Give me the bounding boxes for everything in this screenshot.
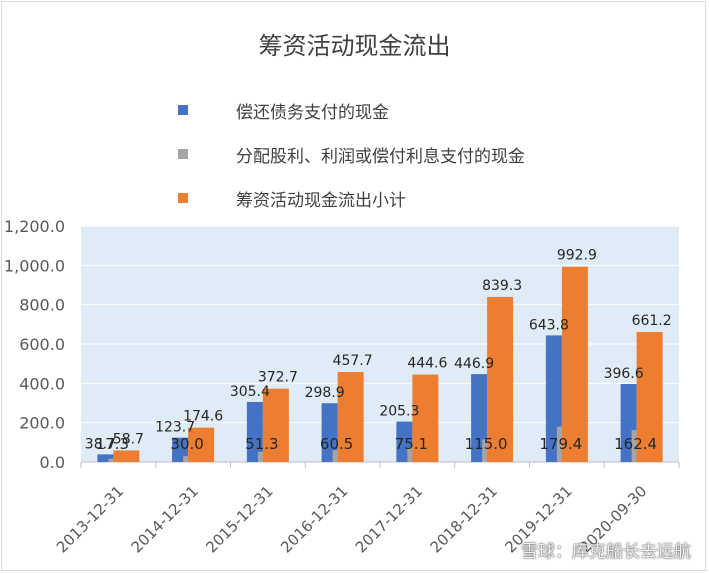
legend-swatch-subtotal xyxy=(178,193,188,203)
bar-dividend-interest xyxy=(407,447,414,462)
data-label-dividend: 51.3 xyxy=(245,435,278,453)
bar-debt-repayment xyxy=(321,403,338,462)
legend-item-dividend: 分配股利、利润或偿付利息支付的现金 xyxy=(178,132,525,176)
data-label-debt: 396.6 xyxy=(604,366,644,382)
y-tick-label: 400.0 xyxy=(19,374,65,393)
y-tick-label: 1,000.0 xyxy=(4,256,65,275)
y-tick-label: 1,200.0 xyxy=(4,217,65,236)
data-label-debt: 205.3 xyxy=(379,404,419,420)
bar-financing-outflow-subtotal xyxy=(561,266,588,462)
y-tick-label: 600.0 xyxy=(19,335,65,354)
bar-financing-outflow-subtotal xyxy=(412,374,439,462)
data-label-dividend: 162.4 xyxy=(614,435,657,453)
data-label-subtotal: 992.9 xyxy=(557,248,597,264)
data-label-subtotal: 457.7 xyxy=(333,353,373,369)
chart-legend: 偿还债务支付的现金 分配股利、利润或偿付利息支付的现金 筹资活动现金流出小计 xyxy=(178,88,525,220)
x-tick-label: 2016-12-31 xyxy=(277,482,351,556)
x-tick-label: 2013-12-31 xyxy=(53,482,127,556)
data-label-subtotal: 661.2 xyxy=(632,313,672,329)
legend-swatch-dividend xyxy=(178,149,188,159)
y-tick-label: 0.0 xyxy=(40,453,65,472)
bar-dividend-interest xyxy=(631,430,638,462)
bar-dividend-interest xyxy=(332,450,339,462)
legend-item-subtotal: 筹资活动现金流出小计 xyxy=(178,176,525,220)
legend-item-debt: 偿还债务支付的现金 xyxy=(178,88,525,132)
data-label-dividend: 115.0 xyxy=(465,435,508,453)
bar-dividend-interest xyxy=(482,439,489,462)
data-label-debt: 305.4 xyxy=(230,384,270,400)
data-label-dividend: 75.1 xyxy=(395,435,428,453)
bar-dividend-interest xyxy=(257,451,264,462)
data-label-subtotal: 174.6 xyxy=(183,409,223,425)
x-tick-label: 2018-12-31 xyxy=(427,482,501,556)
data-label-debt: 643.8 xyxy=(529,317,569,333)
data-label-dividend: 60.5 xyxy=(320,435,353,453)
legend-label-subtotal: 筹资活动现金流出小计 xyxy=(236,190,406,211)
data-label-dividend: 17.3 xyxy=(96,435,129,453)
data-label-subtotal: 839.3 xyxy=(482,278,522,294)
bar-debt-repayment xyxy=(246,401,263,462)
data-label-dividend: 30.0 xyxy=(170,435,203,453)
bar-debt-repayment xyxy=(172,437,189,462)
x-tick-label: 2014-12-31 xyxy=(128,482,202,556)
bar-financing-outflow-subtotal xyxy=(113,450,140,462)
chart-title: 筹资活动现金流出 xyxy=(258,32,451,60)
legend-label-dividend: 分配股利、利润或偿付利息支付的现金 xyxy=(236,146,525,167)
watermark: 雪球：库克船长去远航 xyxy=(521,542,691,562)
y-tick-label: 800.0 xyxy=(19,296,65,315)
data-label-dividend: 179.4 xyxy=(539,435,582,453)
legend-label-debt: 偿还债务支付的现金 xyxy=(236,102,389,123)
bar-dividend-interest xyxy=(183,456,190,462)
bar-financing-outflow-subtotal xyxy=(262,388,289,462)
bar-dividend-interest xyxy=(108,458,115,462)
data-label-subtotal: 444.6 xyxy=(407,356,447,372)
bar-financing-outflow-subtotal xyxy=(337,371,364,462)
data-label-debt: 123.7 xyxy=(155,420,195,436)
bar-debt-repayment xyxy=(97,454,114,462)
bar-dividend-interest xyxy=(556,426,563,462)
x-tick-label: 2017-12-31 xyxy=(352,482,426,556)
data-label-subtotal: 372.7 xyxy=(258,370,298,386)
bar-financing-outflow-subtotal xyxy=(636,331,663,462)
data-label-debt: 298.9 xyxy=(305,385,345,401)
x-tick-label: 2015-12-31 xyxy=(202,482,276,556)
data-label-debt: 38.7 xyxy=(85,436,116,452)
data-label-subtotal: 58.7 xyxy=(113,431,144,447)
bar-financing-outflow-subtotal xyxy=(188,427,215,462)
legend-swatch-debt xyxy=(178,105,188,115)
data-label-debt: 446.9 xyxy=(454,356,494,372)
bar-financing-outflow-subtotal xyxy=(487,296,514,462)
y-tick-label: 200.0 xyxy=(19,414,65,433)
